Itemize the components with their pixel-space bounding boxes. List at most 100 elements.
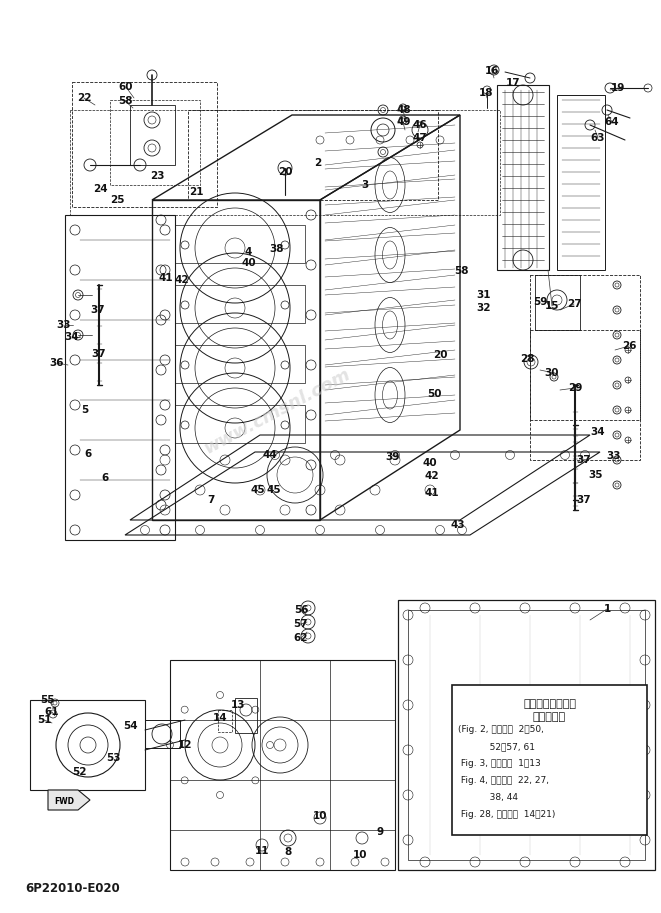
Bar — [452, 685, 647, 835]
Text: 59: 59 — [533, 297, 547, 307]
Text: 27: 27 — [566, 299, 581, 309]
Text: 17: 17 — [506, 78, 520, 88]
Text: 33: 33 — [607, 451, 621, 461]
Text: 25: 25 — [110, 195, 124, 205]
Text: 4: 4 — [245, 247, 252, 257]
Text: 20: 20 — [278, 167, 292, 177]
Text: 33: 33 — [57, 320, 71, 330]
Text: 12: 12 — [178, 740, 192, 750]
Text: 10: 10 — [353, 850, 368, 860]
Bar — [70, 110, 500, 215]
Text: 34: 34 — [591, 427, 605, 437]
Text: 6: 6 — [85, 449, 92, 459]
Text: 21: 21 — [189, 187, 203, 197]
Text: 31: 31 — [477, 290, 491, 300]
Bar — [530, 330, 640, 460]
Text: 6: 6 — [101, 473, 108, 483]
Text: 36: 36 — [50, 358, 64, 368]
Text: 57: 57 — [293, 619, 308, 629]
Text: 22: 22 — [77, 93, 91, 103]
Bar — [235, 698, 257, 733]
Text: 40: 40 — [242, 258, 256, 268]
Text: 41: 41 — [159, 273, 173, 283]
Text: 37: 37 — [576, 455, 592, 465]
Text: 60: 60 — [119, 82, 134, 92]
Text: 2: 2 — [315, 158, 322, 168]
Text: 51: 51 — [37, 715, 52, 725]
Text: 13: 13 — [231, 700, 245, 710]
Text: 62: 62 — [293, 633, 308, 643]
Text: 61: 61 — [45, 707, 59, 717]
Text: 37: 37 — [92, 349, 106, 359]
Bar — [72, 82, 217, 207]
Text: 14: 14 — [213, 713, 227, 723]
Text: 58: 58 — [118, 96, 132, 106]
Text: 26: 26 — [622, 341, 637, 351]
Text: 50: 50 — [427, 389, 442, 399]
Bar — [175, 225, 305, 263]
Text: 44: 44 — [262, 450, 278, 460]
Text: 30: 30 — [545, 368, 559, 378]
Text: 16: 16 — [485, 66, 499, 76]
Text: 8: 8 — [284, 847, 292, 857]
Text: 47: 47 — [412, 133, 428, 143]
Text: 34: 34 — [65, 332, 79, 342]
Text: 42: 42 — [175, 275, 189, 285]
Text: 55: 55 — [40, 695, 54, 705]
Text: 10: 10 — [313, 811, 327, 821]
Bar — [188, 110, 438, 200]
Text: www.cmsnl.com: www.cmsnl.com — [201, 364, 354, 457]
Text: Fig. 28, 見出番号  14～21): Fig. 28, 見出番号 14～21) — [458, 810, 555, 819]
Text: 6P22010-E020: 6P22010-E020 — [25, 882, 120, 895]
Text: 40: 40 — [422, 458, 438, 468]
Text: 20: 20 — [433, 350, 447, 360]
Text: アセンブリ: アセンブリ — [533, 712, 566, 722]
Text: 19: 19 — [611, 83, 625, 93]
Bar — [175, 285, 305, 323]
Text: 28: 28 — [520, 354, 534, 364]
Text: 45: 45 — [251, 485, 265, 495]
Bar — [175, 405, 305, 443]
Text: 18: 18 — [479, 88, 493, 98]
Text: 42: 42 — [424, 471, 440, 481]
Bar — [218, 710, 232, 732]
Bar — [530, 275, 640, 420]
Text: 5: 5 — [81, 405, 89, 415]
Text: 3: 3 — [362, 180, 369, 190]
Text: 58: 58 — [453, 266, 468, 276]
Text: 38: 38 — [270, 244, 284, 254]
Text: 7: 7 — [208, 495, 215, 505]
Text: Fig. 3, 見出番号  1～13: Fig. 3, 見出番号 1～13 — [458, 759, 541, 768]
Text: FWD: FWD — [54, 797, 74, 806]
Text: 52～57, 61: 52～57, 61 — [458, 742, 535, 751]
Text: 45: 45 — [266, 485, 282, 495]
Text: (Fig. 2, 見出番号  2～50,: (Fig. 2, 見出番号 2～50, — [458, 725, 544, 734]
Text: 54: 54 — [124, 721, 138, 731]
Text: 9: 9 — [376, 827, 383, 837]
Text: 32: 32 — [477, 303, 491, 313]
Bar — [145, 720, 180, 748]
Text: 48: 48 — [397, 105, 411, 115]
Text: 63: 63 — [591, 133, 605, 143]
Text: 11: 11 — [254, 846, 269, 856]
Text: 29: 29 — [568, 383, 582, 393]
Bar — [557, 95, 605, 270]
Text: 23: 23 — [150, 171, 164, 181]
Text: 56: 56 — [293, 605, 308, 615]
Text: 35: 35 — [589, 470, 603, 480]
Text: Fig. 4, 見出番号  22, 27,: Fig. 4, 見出番号 22, 27, — [458, 776, 549, 785]
Text: シリンダブロック: シリンダブロック — [523, 699, 576, 709]
Text: 39: 39 — [385, 452, 399, 462]
Text: 53: 53 — [106, 753, 120, 763]
Text: 1: 1 — [603, 604, 611, 614]
Text: 38, 44: 38, 44 — [458, 793, 518, 802]
Text: 15: 15 — [545, 301, 559, 311]
Text: 24: 24 — [93, 184, 107, 194]
Text: 37: 37 — [91, 305, 105, 315]
Bar — [175, 345, 305, 383]
Bar — [408, 610, 645, 860]
Bar — [497, 85, 549, 270]
Text: 41: 41 — [424, 488, 440, 498]
Text: 37: 37 — [576, 495, 592, 505]
Text: 49: 49 — [397, 117, 411, 127]
